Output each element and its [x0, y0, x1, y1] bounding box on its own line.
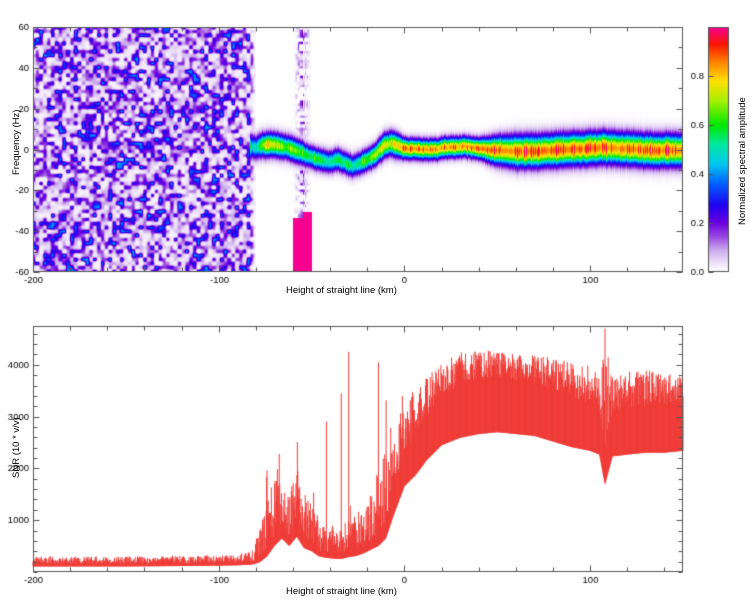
- colorbar-label: Normalized spectral amplitude: [737, 97, 748, 225]
- snr-plot: [0, 300, 750, 600]
- spectrogram-plot: [0, 0, 750, 300]
- snr-y-axis-label: SNR (10 * v/v): [11, 417, 22, 478]
- spectrogram-y-axis-label: Frequency (Hz): [11, 109, 22, 175]
- snr-x-axis-label: Height of straight line (km): [286, 586, 397, 597]
- spectrogram-x-axis-label: Height of straight line (km): [286, 285, 397, 296]
